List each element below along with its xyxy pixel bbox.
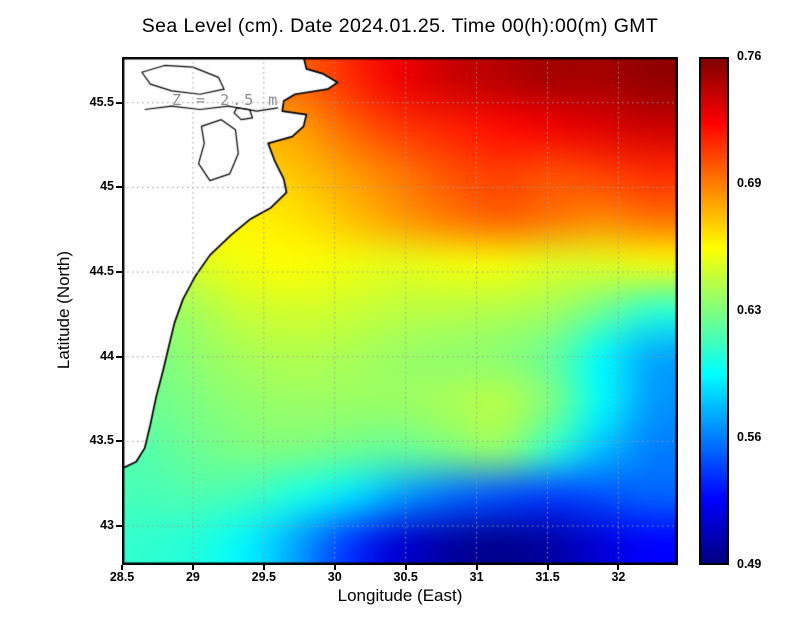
y-tick-mark [116,101,122,104]
y-tick-label: 44 [100,348,114,363]
x-tick-label: 31.5 [535,570,560,584]
y-tick-label: 44.5 [89,264,114,279]
x-tick-mark [546,565,549,570]
y-tick-label: 45.5 [89,94,114,109]
colorbar-tick-label: 0.56 [737,430,762,444]
y-tick-mark [116,271,122,274]
x-tick-mark [191,565,194,570]
x-tick-label: 32 [611,570,626,584]
depth-annotation: Z = 2.5 m [172,91,281,109]
x-tick-mark [121,565,123,570]
y-tick-mark [116,525,122,528]
chart-title: Sea Level (cm). Date 2024.01.25. Time 00… [141,15,659,37]
colorbar-tick-label: 0.49 [737,557,762,571]
x-tick-label: 29.5 [251,570,276,584]
y-tick-label: 45 [100,179,114,194]
y-tick-mark [116,440,122,443]
colorbar [699,57,729,565]
x-tick-label: 28.5 [109,570,135,584]
x-tick-mark [262,565,265,570]
x-tick-mark [475,565,478,570]
y-axis-label: Latitude (North) [54,250,73,370]
x-tick-mark [617,565,620,570]
y-tick-label: 43 [100,518,114,533]
y-tick-label: 43.5 [89,433,114,448]
y-tick-mark [116,355,122,358]
plot-area: Z = 2.5 m [122,57,678,565]
x-tick-label: 29 [185,570,200,584]
x-axis-label: Longitude (East) [337,586,463,605]
heatmap-canvas [122,57,678,565]
colorbar-tick-label: 0.63 [737,303,762,317]
x-tick-mark [404,565,407,570]
x-tick-label: 30 [327,570,342,584]
x-tick-label: 30.5 [393,570,418,584]
y-tick-mark [116,186,122,189]
x-tick-mark [333,565,336,570]
colorbar-tick-label: 0.76 [737,49,762,63]
colorbar-tick-label: 0.69 [737,176,762,190]
x-tick-label: 31 [469,570,484,584]
